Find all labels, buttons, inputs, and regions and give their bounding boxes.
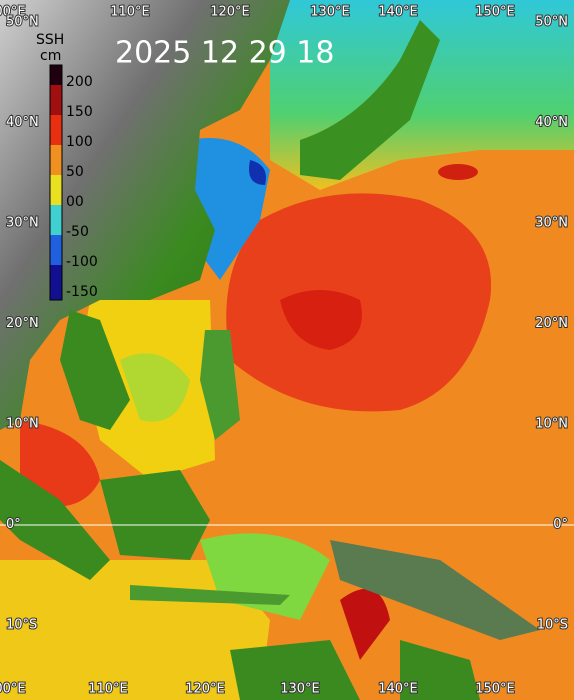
colorbar-tick: -50 <box>66 224 89 240</box>
lon-label: 150°E <box>475 5 515 20</box>
lat-label: 30°N <box>535 216 568 231</box>
lat-label: 30°N <box>6 216 39 231</box>
lon-label: 110°E <box>110 5 150 20</box>
lat-label: 0° <box>6 517 21 532</box>
lon-label: 150°E <box>475 682 515 697</box>
lon-label: 130°E <box>310 5 350 20</box>
lat-label: 10°N <box>535 417 568 432</box>
lat-label: 40°N <box>535 115 568 130</box>
colorbar-tick: 150 <box>66 104 93 120</box>
lat-label: 50°N <box>535 15 568 30</box>
land <box>0 0 540 700</box>
map-title: 2025 12 29 18 <box>115 36 334 71</box>
colorbar-unit: cm <box>40 48 61 64</box>
lat-label: 20°N <box>6 316 39 331</box>
colorbar-tick: 50 <box>66 164 84 180</box>
colorbar-label: SSH <box>36 32 64 48</box>
lat-label: 10°N <box>6 417 39 432</box>
colorbar-tick: 200 <box>66 74 93 90</box>
lat-label: 50°N <box>6 15 39 30</box>
lon-label: 00°E <box>0 682 26 697</box>
lon-label: 130°E <box>280 682 320 697</box>
colorbar: SSH cm 200 150 100 50 00 -50 -100 -150 <box>36 32 98 301</box>
lon-label: 140°E <box>378 5 418 20</box>
lon-label: 120°E <box>185 682 225 697</box>
colorbar-tick: -100 <box>66 254 98 270</box>
lon-label: 120°E <box>210 5 250 20</box>
colorbar-tick: 00 <box>66 194 84 210</box>
colorbar-tick: 100 <box>66 134 93 150</box>
lat-label: 0° <box>553 517 568 532</box>
colorbar-tick: -150 <box>66 284 98 300</box>
lon-label: 140°E <box>378 682 418 697</box>
lon-label: 00°E <box>0 5 26 20</box>
lon-label: 110°E <box>88 682 128 697</box>
lat-label: 10°S <box>6 618 37 633</box>
lat-label: 20°N <box>535 316 568 331</box>
lat-label: 10°S <box>537 618 568 633</box>
lat-label: 40°N <box>6 115 39 130</box>
